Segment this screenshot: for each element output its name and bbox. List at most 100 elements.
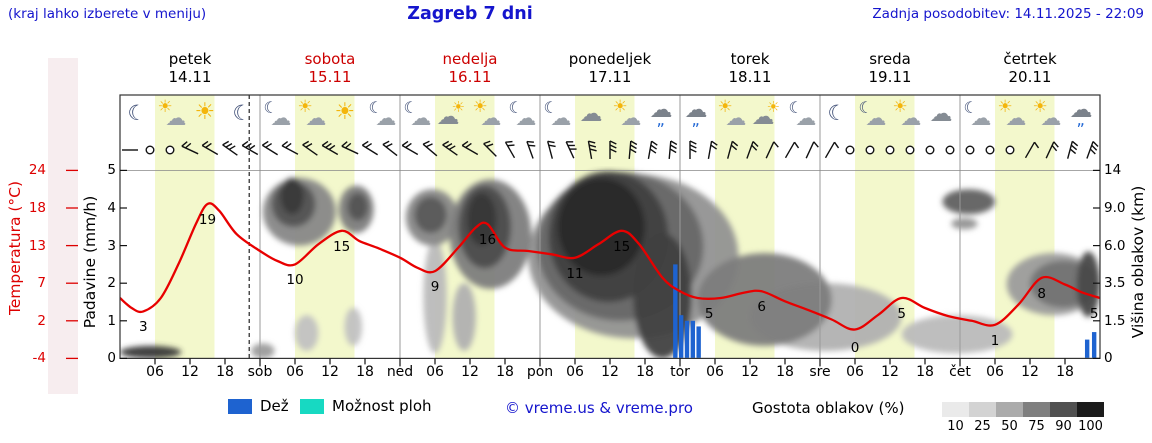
icon-glyph: ☾	[403, 98, 418, 117]
icon-glyph: ☁	[1005, 106, 1027, 130]
wind-barb-tick	[483, 140, 491, 145]
icon-glyph: ☁	[620, 106, 642, 130]
sun-cloud-icon: ☀ ☁	[1031, 99, 1065, 133]
temp-value-label: 5	[704, 305, 714, 322]
icon-glyph: ☀	[334, 99, 356, 125]
wind-calm-icon	[165, 145, 175, 155]
cloud-scale-color	[996, 402, 1023, 417]
moon-cloud-icon: ☾ ☁	[261, 99, 295, 133]
wind-barb-tick	[422, 140, 430, 145]
wind-barb-icon	[526, 141, 534, 159]
day-name: četrtek	[1003, 50, 1057, 68]
wind-barb-tick	[385, 143, 393, 148]
temp-value-label: 5	[897, 305, 906, 322]
wind-barb-icon	[628, 140, 632, 160]
day-header-nedelja: nedelja 16.11	[400, 50, 540, 86]
temp-value-label: 5	[1089, 305, 1099, 322]
wind-barb-tick	[382, 140, 390, 146]
x-tick-label-12: 12	[1021, 364, 1039, 380]
cloud-height-tick-label: 9.0	[1104, 200, 1126, 216]
icon-glyph: ☾	[263, 98, 278, 117]
day-name: petek	[168, 50, 212, 68]
icon-glyph: ☁	[684, 97, 708, 123]
wind-barb-tick	[328, 144, 336, 151]
wind-barb-tick	[813, 141, 819, 148]
wind-barb-tick	[730, 144, 738, 151]
rain-bar	[1084, 339, 1090, 358]
wind-barb-icon	[784, 141, 796, 159]
wind-calm-icon	[985, 145, 995, 155]
icon-glyph: ☁	[515, 106, 537, 130]
icon-glyph: „	[656, 110, 665, 129]
icon-glyph: „	[691, 110, 700, 129]
wind-barb-tick	[1071, 140, 1079, 147]
wind-barb-tick	[526, 140, 534, 143]
x-tick-label-čet: čet	[949, 364, 971, 380]
icon-glyph: ☀	[612, 97, 628, 117]
icon-glyph: ☁	[165, 106, 187, 130]
icon-glyph: ☁	[725, 106, 747, 130]
x-tick-label-18: 18	[916, 364, 934, 380]
copyright-link[interactable]: © vreme.us & vreme.pro	[505, 399, 693, 417]
wind-barb-tick	[609, 144, 617, 149]
wind-barb-tick	[486, 143, 494, 148]
icon-glyph: ☀	[766, 98, 780, 116]
wind-barb-icon	[1024, 141, 1036, 159]
wind-barb-tick	[425, 143, 433, 148]
x-tick-label-06: 06	[566, 364, 584, 380]
icon-glyph: ☁	[649, 97, 673, 123]
wind-barb-icon	[241, 144, 259, 156]
rain-bar	[678, 315, 684, 358]
sun-cloud-icon: ☀ ☁	[996, 99, 1030, 133]
cloud-scale-color	[1077, 402, 1104, 417]
wind-barb-tick	[589, 148, 597, 152]
day-date: 19.11	[868, 68, 912, 86]
temp-tick-label: 13	[28, 237, 46, 254]
temp-tick-label: 2	[37, 312, 46, 329]
wind-barb-icon	[1066, 141, 1074, 159]
wind-barb-tick	[345, 142, 352, 149]
moon-cloud-icon: ☾ ☁	[366, 99, 400, 133]
x-tick-label-06: 06	[146, 364, 164, 380]
temp-tick-label: 24	[28, 162, 46, 179]
x-tick-label-ned: ned	[386, 364, 414, 380]
wind-calm-icon	[145, 145, 155, 155]
wind-barb-tick	[507, 144, 515, 147]
icon-glyph: ☁	[375, 106, 397, 130]
icon-glyph: ☁	[1040, 106, 1062, 130]
moon-cloud-icon: ☾ ☁	[506, 99, 540, 133]
icon-glyph: ☁	[929, 101, 953, 127]
wind-barb-tick	[711, 140, 718, 146]
wind-barb-tick	[731, 140, 739, 147]
rain-bar	[1091, 332, 1097, 358]
day-name: sobota	[304, 50, 356, 68]
cloud-sun-icon: ☀ ☁	[751, 99, 785, 133]
wind-barb-icon	[461, 144, 479, 156]
wind-barb-icon	[442, 144, 458, 156]
wind-barb-tick	[248, 144, 256, 151]
wind-barb-tick	[752, 141, 759, 147]
wind-barb-icon	[422, 143, 438, 157]
wind-barb-icon	[222, 144, 238, 156]
wind-barb-tick	[281, 141, 289, 147]
temperature-axis-strip	[48, 58, 78, 394]
icon-glyph: ☀	[1032, 97, 1048, 117]
sun-cloud-icon: ☀ ☁	[156, 99, 190, 133]
x-tick-label-12: 12	[181, 364, 199, 380]
moon-cloud-icon: ☾ ☁	[961, 99, 995, 133]
wind-barb-tick	[630, 144, 637, 150]
temp-value-label: 11	[566, 265, 584, 282]
icon-glyph: ☾	[788, 98, 803, 117]
wind-barb-icon	[382, 143, 398, 157]
rain-bar	[690, 320, 696, 358]
wind-barb-tick	[651, 140, 658, 146]
day-header-ponedeljek: ponedeljek 17.11	[540, 50, 680, 86]
x-tick-label-12: 12	[881, 364, 899, 380]
wind-barb-tick	[833, 141, 840, 149]
wind-barb-tick	[548, 144, 556, 148]
icon-glyph: ☀	[157, 97, 173, 117]
wind-barb-tick	[710, 144, 718, 150]
cloud-scale-segment: 90	[1050, 402, 1077, 434]
sun-cloud-icon: ☀ ☁	[611, 99, 645, 133]
temp-value-label: 9	[430, 279, 440, 296]
